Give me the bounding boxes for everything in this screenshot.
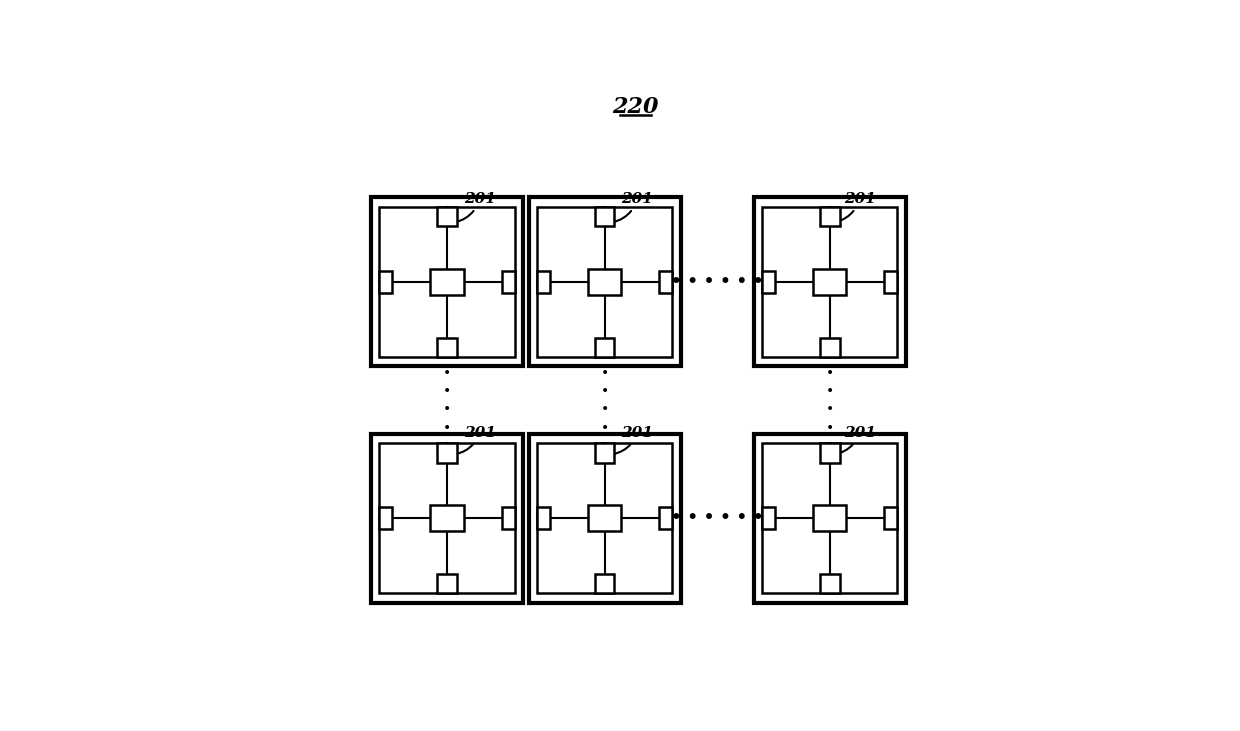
Bar <box>813 269 847 295</box>
Bar <box>537 271 549 293</box>
Bar <box>537 443 672 594</box>
Bar <box>502 507 515 529</box>
Bar <box>595 443 615 463</box>
Bar <box>660 507 672 529</box>
Bar <box>763 507 775 529</box>
Bar <box>430 505 464 531</box>
Bar <box>660 271 672 293</box>
Bar <box>430 269 464 295</box>
Bar <box>528 197 681 366</box>
Text: 201: 201 <box>836 192 875 222</box>
Text: 201: 201 <box>613 425 653 454</box>
Text: 201: 201 <box>836 425 875 454</box>
Bar <box>763 271 775 293</box>
Bar <box>820 338 839 357</box>
Bar <box>436 574 456 594</box>
Text: 201: 201 <box>455 425 496 454</box>
Bar <box>595 338 615 357</box>
Text: 201: 201 <box>613 192 653 222</box>
Bar <box>595 574 615 594</box>
Bar <box>820 443 839 463</box>
Bar <box>588 505 621 531</box>
Text: •
•
•
•: • • • • <box>443 366 451 435</box>
Bar <box>884 271 898 293</box>
Bar <box>595 207 615 226</box>
Text: •
•
•
•: • • • • <box>826 366 833 435</box>
Bar <box>436 207 456 226</box>
Bar <box>813 505 847 531</box>
Text: • • • • • •: • • • • • • <box>671 273 764 291</box>
Bar <box>379 507 392 529</box>
Text: •
•
•
•: • • • • <box>600 366 609 435</box>
Bar <box>763 443 898 594</box>
Bar <box>537 207 672 357</box>
Text: 220: 220 <box>613 96 658 118</box>
Bar <box>436 443 456 463</box>
Bar <box>754 434 905 603</box>
Bar <box>763 207 898 357</box>
Bar <box>379 271 392 293</box>
Bar <box>754 197 905 366</box>
Bar <box>502 271 515 293</box>
Bar <box>528 434 681 603</box>
Bar <box>588 269 621 295</box>
Bar <box>379 443 515 594</box>
Bar <box>379 207 515 357</box>
Bar <box>371 434 523 603</box>
Bar <box>371 197 523 366</box>
Text: • • • • • •: • • • • • • <box>671 510 764 527</box>
Bar <box>537 507 549 529</box>
Text: 201: 201 <box>455 192 496 222</box>
Bar <box>820 574 839 594</box>
Bar <box>436 338 456 357</box>
Bar <box>884 507 898 529</box>
Bar <box>820 207 839 226</box>
